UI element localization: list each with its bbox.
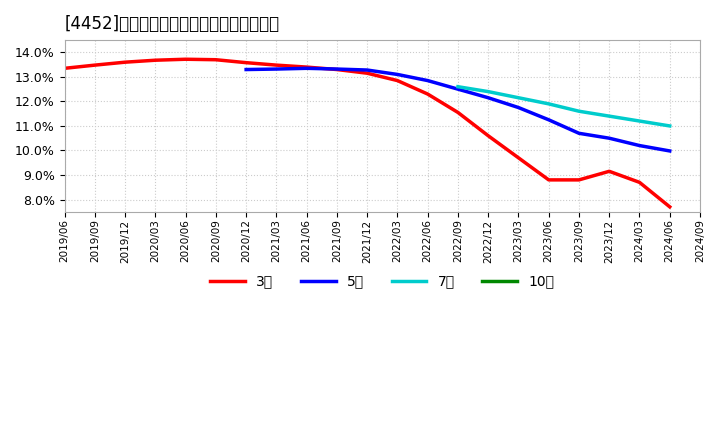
Text: [4452]　経常利益マージンの平均値の推移: [4452] 経常利益マージンの平均値の推移 [65,15,280,33]
Legend: 3年, 5年, 7年, 10年: 3年, 5年, 7年, 10年 [204,269,560,294]
